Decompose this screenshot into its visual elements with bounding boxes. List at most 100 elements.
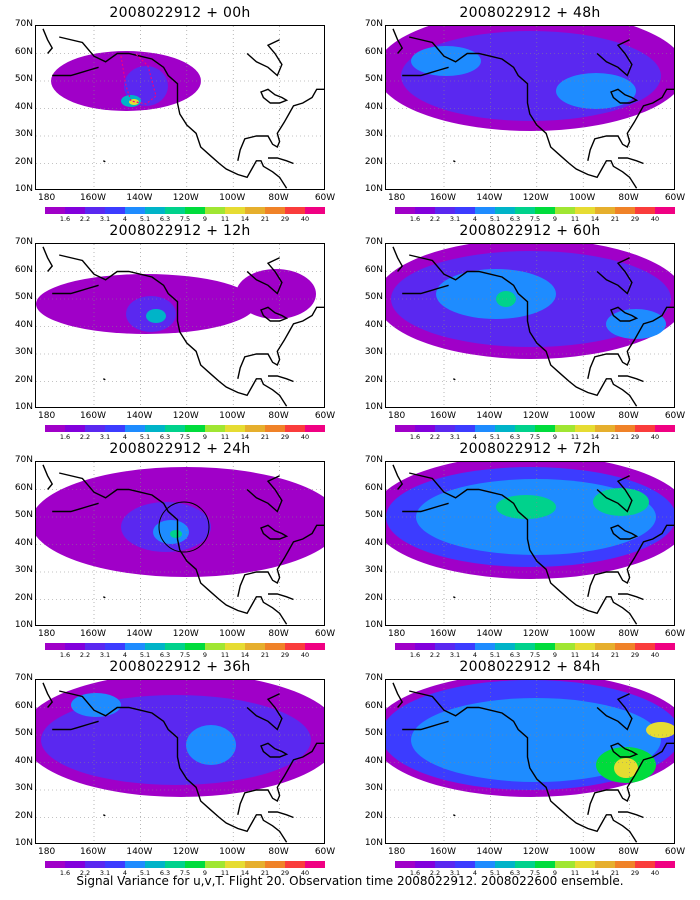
colorbar-label: 11 [220, 215, 230, 223]
colorbar-label: 11 [220, 433, 230, 441]
lat-tick-label: 10N [14, 620, 33, 630]
colorbar-swatch [515, 425, 535, 432]
colorbar-label: 3.1 [99, 215, 111, 223]
lon-tick-label: 160W [429, 411, 457, 421]
colorbar-swatch [225, 207, 245, 214]
lat-tick-label: 70N [14, 455, 33, 465]
colorbar-label: 6.3 [509, 215, 521, 223]
colorbar-swatch [205, 861, 225, 868]
map-area [35, 679, 325, 844]
colorbar-label: 2.2 [79, 651, 91, 659]
colorbar-swatch [45, 643, 65, 650]
colorbar-label: 6.3 [159, 651, 171, 659]
lat-tick-label: 10N [14, 184, 33, 194]
colorbar-label: 1.6 [59, 215, 71, 223]
colorbar-swatch [265, 425, 285, 432]
colorbar-swatch [635, 425, 655, 432]
lat-tick-label: 70N [14, 237, 33, 247]
colorbar-label: 4 [472, 869, 478, 877]
colorbar-label: 14 [240, 433, 250, 441]
colorbar-label: 11 [570, 869, 580, 877]
lat-tick-label: 30N [14, 783, 33, 793]
lat-tick-label: 10N [364, 838, 383, 848]
colorbar-label: 7.5 [529, 869, 541, 877]
colorbar-swatch [85, 643, 105, 650]
lat-tick-label: 50N [14, 292, 33, 302]
colorbar-swatch [225, 425, 245, 432]
lat-tick-label: 60N [364, 264, 383, 275]
colorbar-swatch [165, 425, 185, 432]
colorbar-label: 14 [240, 869, 250, 877]
colorbar-swatch [45, 861, 65, 868]
colorbar-swatch [455, 861, 475, 868]
lon-tick-label: 100W [569, 629, 596, 639]
colorbar-swatch [435, 861, 455, 868]
colorbar-label: 3.1 [99, 651, 111, 659]
colorbar-swatch [145, 643, 165, 650]
colorbar-label: 4 [122, 869, 128, 877]
colorbar-label: 14 [590, 869, 600, 877]
variance-contour [170, 530, 182, 538]
colorbar [395, 425, 675, 432]
lat-tick-label: 20N [364, 810, 383, 821]
colorbar-label: 40 [650, 651, 660, 659]
colorbar-swatch [205, 425, 225, 432]
lon-tick-label: 120W [522, 847, 549, 857]
map-svg [386, 462, 674, 625]
colorbar-swatch [655, 207, 675, 214]
lat-tick-label: 10N [14, 402, 33, 412]
colorbar-label: 7.5 [529, 215, 541, 223]
colorbar-swatch [415, 861, 435, 868]
variance-contour [496, 495, 556, 519]
colorbar-label: 14 [240, 215, 250, 223]
lon-tick-label: 140W [476, 629, 503, 639]
colorbar-label: 21 [260, 215, 270, 223]
colorbar-swatch [535, 861, 555, 868]
colorbar-swatch [575, 207, 595, 214]
lon-tick-label: 180 [38, 847, 56, 857]
colorbar-label: 5.1 [139, 215, 151, 223]
colorbar-swatch [225, 861, 245, 868]
lat-tick-label: 20N [364, 592, 383, 603]
lon-tick-label: 60W [314, 847, 336, 857]
lat-tick-label: 30N [364, 783, 383, 793]
colorbar-swatch [495, 207, 515, 214]
colorbar-label: 6.3 [159, 869, 171, 877]
map-svg [36, 244, 324, 407]
lat-tick-label: 20N [14, 592, 33, 603]
colorbar-label: 14 [590, 433, 600, 441]
lat-tick-label: 70N [364, 19, 383, 29]
coastline [392, 246, 674, 407]
colorbar-label: 6.3 [509, 433, 521, 441]
colorbar-swatch [515, 643, 535, 650]
colorbar-label: 7.5 [179, 869, 191, 877]
lon-tick-label: 100W [219, 193, 246, 203]
map-svg [386, 244, 674, 407]
lat-tick-label: 50N [14, 74, 33, 84]
variance-contour [593, 488, 649, 516]
map-area [385, 679, 675, 844]
colorbar-swatch [395, 861, 415, 868]
colorbar-swatch [85, 425, 105, 432]
colorbar-label: 6.3 [509, 651, 521, 659]
lon-tick-label: 140W [476, 193, 503, 203]
map-svg [386, 680, 674, 843]
colorbar-swatch [555, 643, 575, 650]
colorbar-label: 6.3 [509, 869, 521, 877]
colorbar-label: 1.6 [59, 869, 71, 877]
colorbar-label: 9 [202, 651, 208, 659]
map-panel-p24: 2008022912 + 24h 70N 60N 50N 40N 30N 20N 10N 180… [5, 441, 335, 659]
lat-tick-label: 60N [14, 700, 33, 711]
colorbar-swatch [305, 643, 325, 650]
colorbar-label: 2.2 [429, 651, 441, 659]
lat-tick-label: 50N [364, 728, 383, 738]
lat-tick-label: 40N [14, 755, 33, 766]
lon-tick-label: 140W [126, 629, 153, 639]
flight-track [120, 53, 157, 105]
colorbar-swatch [475, 425, 495, 432]
colorbar-swatch [125, 425, 145, 432]
colorbar-swatch [45, 425, 65, 432]
colorbar-label: 2.2 [429, 869, 441, 877]
colorbar-swatch [395, 643, 415, 650]
colorbar-label: 29 [630, 433, 640, 441]
